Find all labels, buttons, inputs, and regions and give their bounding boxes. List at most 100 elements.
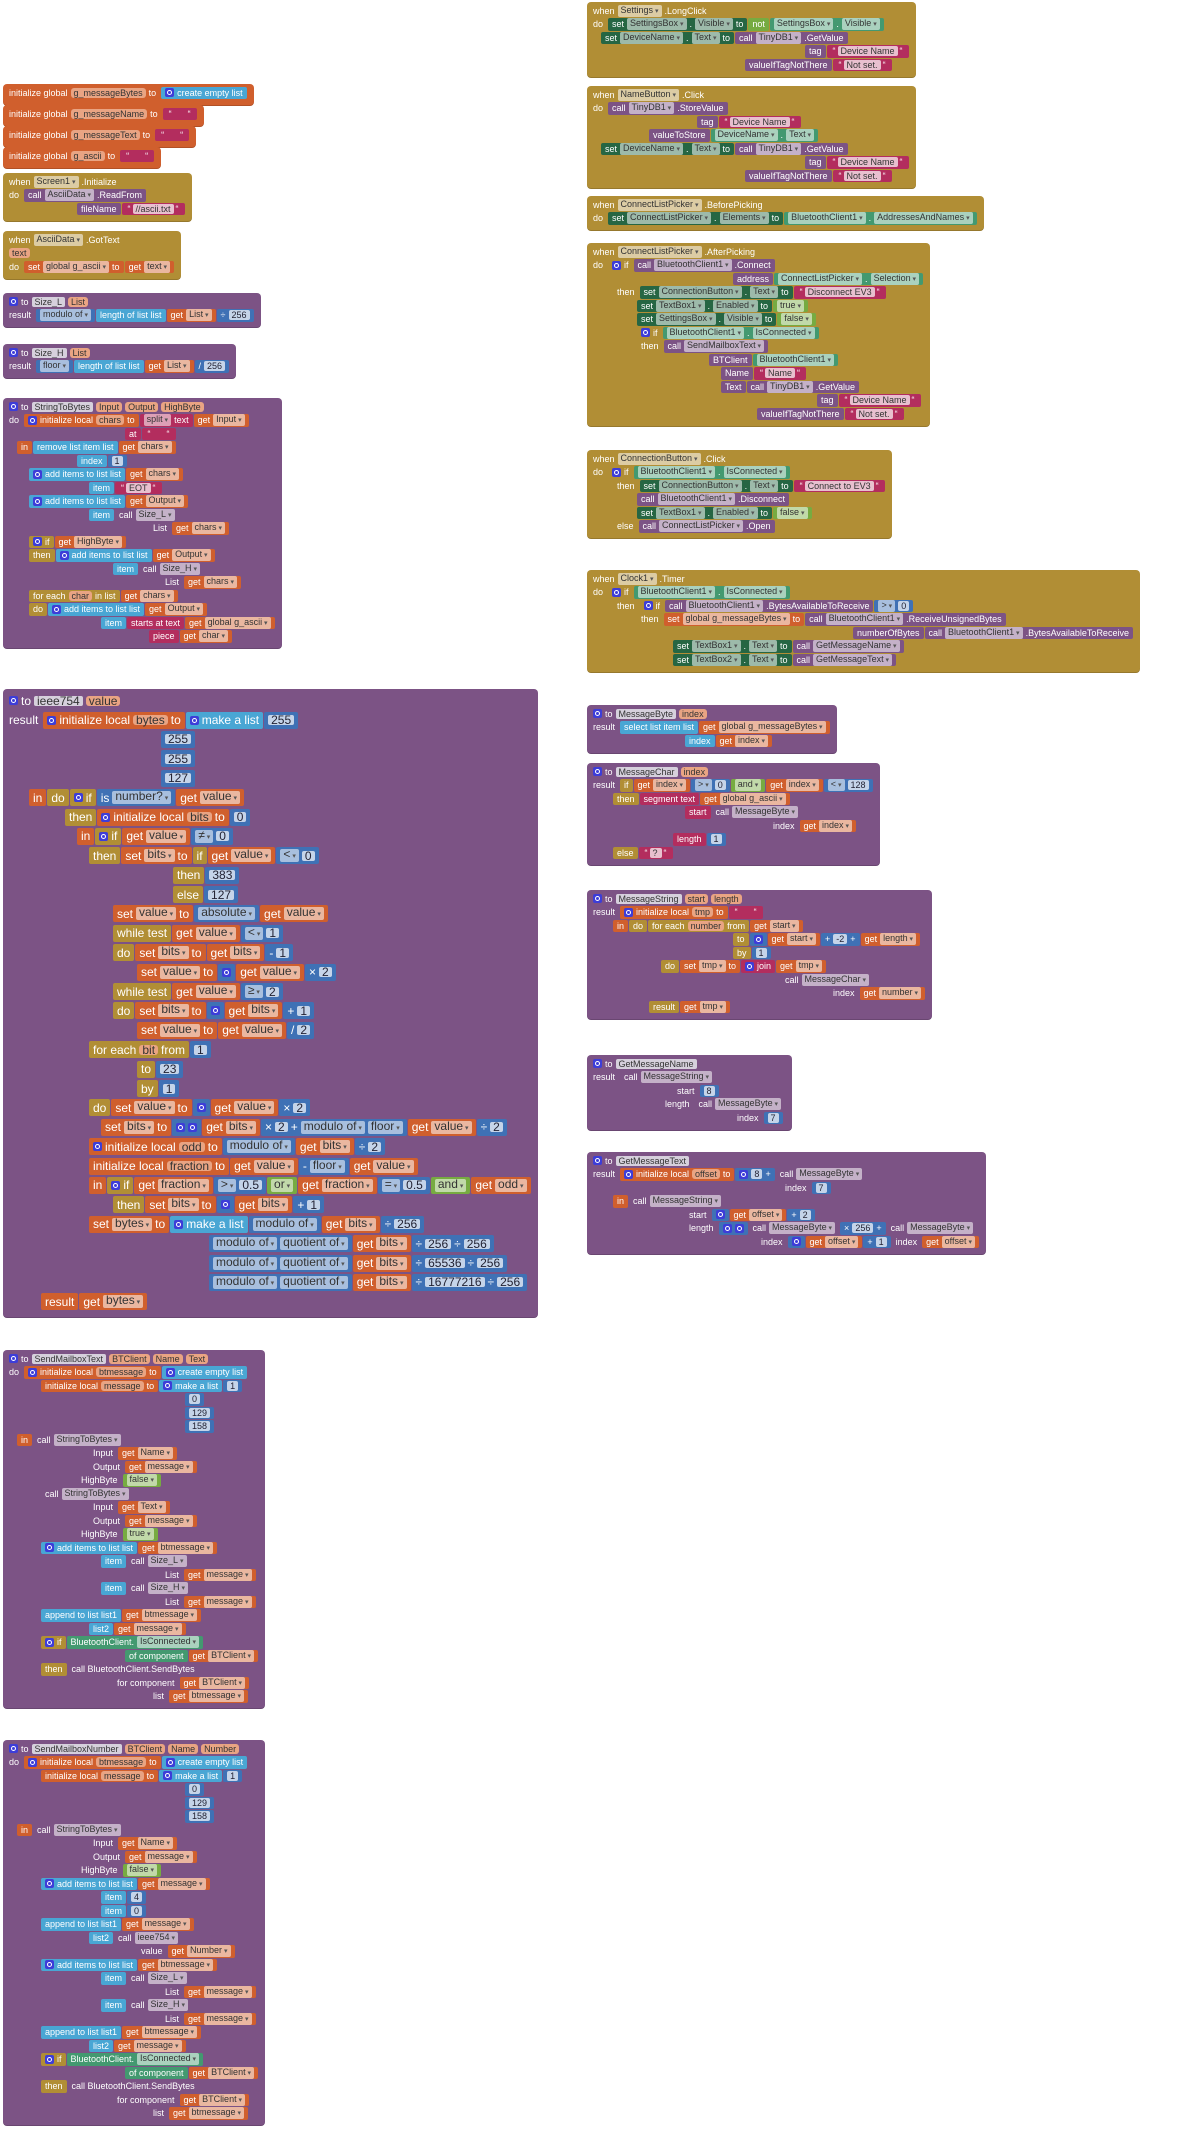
mutator-gear-icon[interactable] [220, 1200, 230, 1210]
name-field[interactable]: value [85, 695, 121, 707]
block-segment[interactable]: to MessageByte index [589, 707, 711, 720]
text-field[interactable] [733, 907, 759, 917]
block-segment[interactable]: length of list list [74, 360, 144, 373]
block-segment[interactable]: Not set. [832, 58, 892, 71]
block-segment[interactable]: list2 [89, 2039, 114, 2052]
number-field[interactable]: 2 [275, 1121, 288, 1133]
dropdown-field[interactable]: Clock1 [617, 572, 657, 585]
dropdown-field[interactable]: BluetoothClient1 [685, 599, 764, 612]
mutator-gear-icon[interactable] [745, 961, 755, 971]
block-segment[interactable]: setvalueto [113, 905, 194, 923]
dropdown-field[interactable]: index [735, 734, 769, 747]
block-segment[interactable]: get value [407, 1118, 476, 1136]
block-segment[interactable]: setbitsto [145, 1196, 216, 1214]
block-segment[interactable]: for each char in list [29, 589, 120, 602]
block-segment[interactable]: get tmp [680, 1000, 731, 1013]
dropdown-field[interactable]: BluetoothClient1 [788, 212, 866, 225]
block-segment[interactable]: get value [176, 789, 245, 807]
dropdown-field[interactable]: Output [164, 603, 204, 616]
block-segment[interactable]: ≠0 [191, 827, 233, 845]
dropdown-field[interactable]: tmp [699, 960, 726, 973]
mutator-gear-icon[interactable] [9, 1354, 18, 1364]
dropdown-field[interactable]: NameButton [617, 88, 680, 101]
dropdown-field[interactable]: value [231, 848, 272, 863]
name-field[interactable]: message [101, 1380, 144, 1391]
block-segment[interactable]: call Size_H [127, 1582, 193, 1595]
block-segment[interactable]: then [29, 549, 55, 562]
block-segment[interactable]: - floor [298, 1157, 349, 1175]
name-field[interactable]: offset [692, 1169, 720, 1180]
block-segment[interactable]: then [637, 340, 663, 353]
mutator-gear-icon[interactable] [9, 1744, 18, 1754]
text-field[interactable]: Connect to EV3 [798, 480, 881, 491]
block-segment[interactable]: setbitsto [121, 847, 192, 865]
block-segment[interactable]: +1 [293, 1196, 325, 1214]
dropdown-field[interactable]: Text [750, 286, 779, 299]
block-segment[interactable]: for component [113, 2093, 179, 2106]
block-segment[interactable]: get message [184, 1568, 256, 1581]
block-connectlistpicker-beforepicking[interactable]: whenConnectListPicker.BeforePickingdoset… [587, 196, 984, 231]
block-segment[interactable]: ≥2 [240, 983, 283, 1001]
block-segment[interactable]: initialize local offset to [620, 1168, 735, 1181]
dropdown-field[interactable]: index [785, 779, 819, 792]
dropdown-field[interactable]: value [259, 965, 301, 979]
mutator-gear-icon[interactable] [111, 1180, 121, 1190]
dropdown-field[interactable]: < [280, 848, 299, 863]
block-segment[interactable]: call GetMessageText [792, 653, 897, 666]
block-segment[interactable]: get value [172, 983, 240, 1001]
text-value[interactable]: //ascii.txt [132, 203, 174, 214]
block-segment[interactable]: call Size_L [115, 508, 179, 521]
block-segment[interactable]: get start [750, 919, 803, 932]
block-segment[interactable]: 1 [158, 1080, 180, 1097]
block-segment[interactable]: call GetMessageName [792, 640, 904, 653]
dropdown-field[interactable]: ConnectionButton [658, 286, 742, 299]
dropdown-field[interactable]: ConnectionButton [658, 479, 742, 492]
block-segment[interactable]: ×2+modulo offloor [261, 1118, 407, 1136]
block-segment[interactable]: get offset [729, 1208, 787, 1221]
dropdown-field[interactable]: true [777, 299, 805, 312]
dropdown-field[interactable]: bits [158, 1003, 189, 1018]
mutator-gear-icon[interactable] [73, 793, 83, 803]
number-field[interactable]: 0 [898, 600, 910, 611]
block-segment[interactable]: call Size_L [127, 1972, 191, 1985]
dropdown-field[interactable]: message [144, 1850, 193, 1863]
block-segment[interactable]: add items to list list [41, 1958, 138, 1971]
number-field[interactable]: 127 [165, 772, 192, 784]
dropdown-field[interactable]: message [157, 1877, 206, 1890]
block-segment[interactable] [749, 933, 767, 946]
block-segment[interactable]: × 2 [279, 1099, 311, 1117]
block-proc-messagebyte[interactable]: to MessageByte index result select list item… [587, 705, 837, 754]
block-segment[interactable]: if [620, 779, 633, 792]
dropdown-field[interactable]: and [434, 1178, 467, 1192]
block-segment[interactable]: do [5, 1366, 24, 1379]
dropdown-field[interactable]: global g_ascii [43, 260, 110, 273]
block-segment[interactable]: setvalueto [111, 1099, 192, 1117]
dropdown-field[interactable]: false [126, 1864, 158, 1877]
block-segment[interactable]: Device Name [826, 156, 909, 169]
number-field[interactable]: 1 [276, 947, 290, 959]
block-segment[interactable]: add items to list list [41, 1541, 138, 1554]
dropdown-field[interactable]: chars [191, 522, 226, 535]
block-segment[interactable]: index [733, 1111, 763, 1124]
number-field[interactable]: 8 [703, 1085, 715, 1096]
block-segment[interactable]: get Name [118, 1837, 178, 1850]
procedure-name-field[interactable]: Size_H [31, 347, 67, 358]
block-segment[interactable]: false [122, 1474, 162, 1487]
mutator-gear-icon[interactable] [47, 715, 57, 725]
block-segment[interactable]: get bits [206, 944, 265, 962]
dropdown-field[interactable]: TextBox1 [656, 506, 705, 519]
mutator-gear-icon[interactable] [45, 1879, 54, 1889]
block-segment[interactable]: × 256 + [840, 1222, 886, 1235]
block-segment[interactable]: to Size_L List [5, 295, 93, 308]
name-field[interactable]: bits [187, 811, 212, 823]
dropdown-field[interactable]: bits [258, 1197, 289, 1212]
mutator-gear-icon[interactable] [612, 587, 622, 597]
block-segment[interactable]: 7 [763, 1111, 783, 1124]
